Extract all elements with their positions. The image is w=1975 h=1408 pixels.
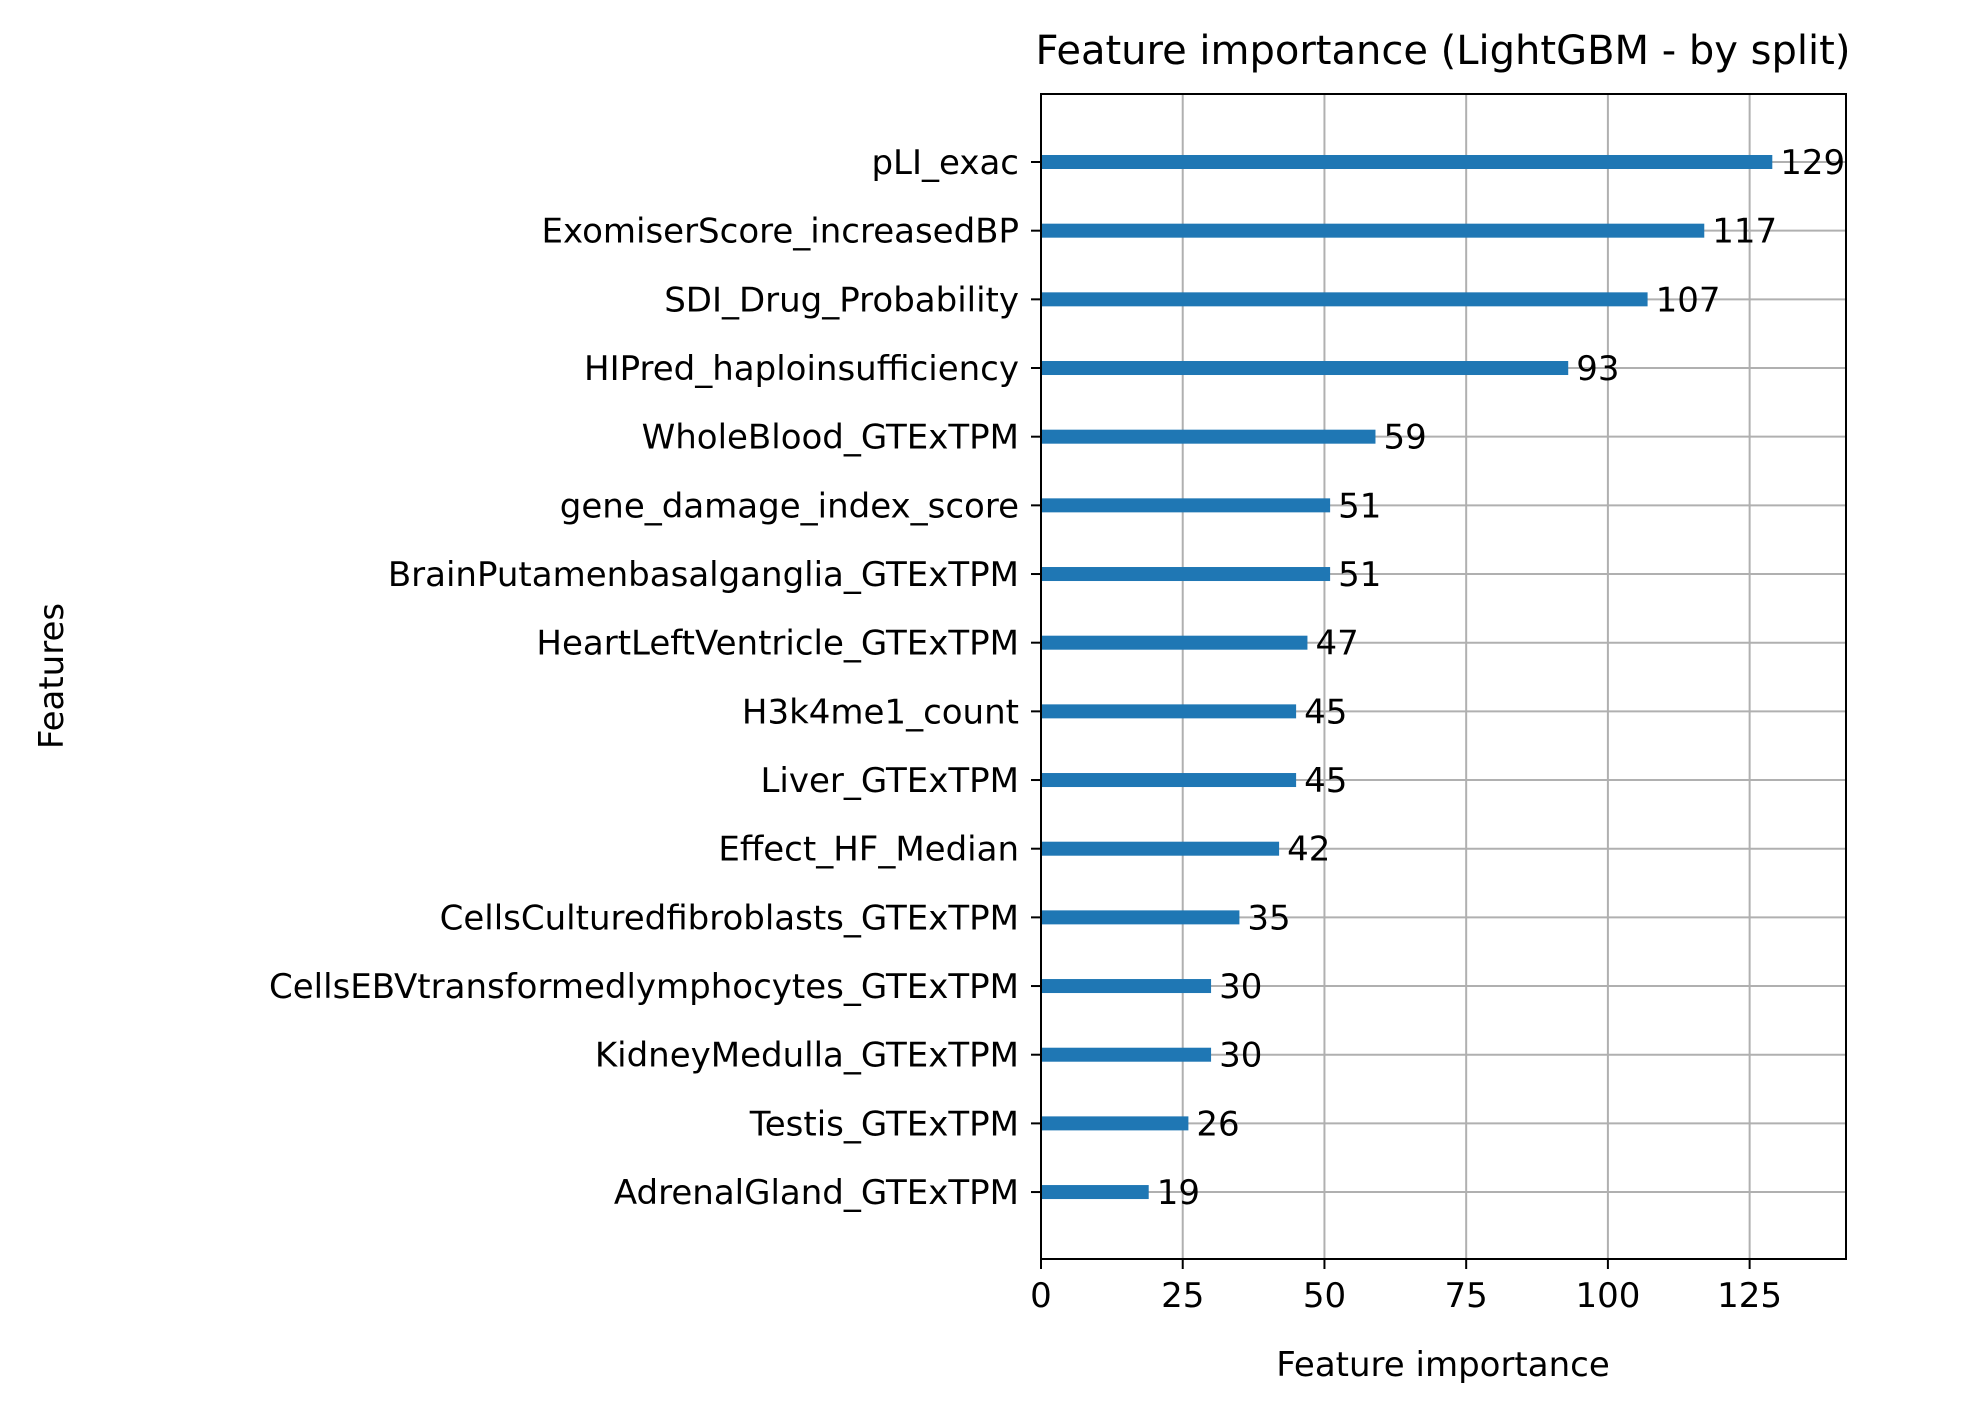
grid [1040, 94, 1846, 1259]
category-label: gene_damage_index_score [560, 486, 1019, 526]
category-label: Effect_HF_Median [718, 830, 1019, 870]
category-label: H3k4me1_count [742, 692, 1019, 732]
data-label: 19 [1157, 1173, 1200, 1213]
bar [1041, 841, 1280, 856]
bar [1041, 704, 1297, 719]
data-label: 51 [1338, 555, 1381, 595]
category-label: KidneyMedulla_GTExTPM [595, 1036, 1019, 1076]
ticks: 0 25 50 75 100 125 pLI_exac ExomiserScore_incre… [269, 143, 1782, 1316]
y-axis-label: Features [32, 603, 72, 749]
x-axis-label: Feature importance [1276, 1345, 1610, 1385]
category-label: CellsCulturedfibroblasts_GTExTPM [440, 898, 1019, 938]
data-label: 35 [1247, 898, 1290, 938]
data-label: 45 [1304, 692, 1347, 732]
x-tick-label: 75 [1445, 1276, 1488, 1316]
x-tick-label: 25 [1161, 1276, 1204, 1316]
bar [1041, 567, 1331, 582]
data-label: 45 [1304, 761, 1347, 801]
category-label: BrainPutamenbasalganglia_GTExTPM [388, 555, 1019, 595]
category-label: AdrenalGland_GTExTPM [614, 1173, 1019, 1213]
bar [1041, 773, 1297, 788]
data-label: 42 [1287, 830, 1330, 870]
x-tick-label: 125 [1717, 1276, 1782, 1316]
bar [1041, 498, 1331, 513]
bar [1041, 1116, 1189, 1131]
bar [1041, 910, 1240, 925]
data-label: 30 [1219, 1036, 1262, 1076]
chart-title: Feature importance (LightGBM - by split) [1036, 28, 1851, 74]
bars [1041, 155, 1773, 1200]
data-label: 26 [1196, 1104, 1239, 1144]
x-tick-label: 50 [1303, 1276, 1346, 1316]
category-label: Liver_GTExTPM [760, 761, 1019, 801]
category-label: ExomiserScore_increasedBP [542, 212, 1019, 252]
bar [1041, 1047, 1212, 1062]
plot-frame [1040, 93, 1847, 1260]
data-label: 59 [1383, 418, 1426, 458]
bar [1041, 1185, 1149, 1200]
x-tick-label: 100 [1575, 1276, 1640, 1316]
category-label: pLI_exac [871, 143, 1019, 183]
category-label: WholeBlood_GTExTPM [642, 418, 1019, 458]
category-label: HIPred_haploinsufficiency [584, 349, 1019, 389]
data-label: 107 [1656, 280, 1721, 320]
data-label: 30 [1219, 967, 1262, 1007]
category-label: HeartLeftVentricle_GTExTPM [536, 624, 1019, 664]
bar [1041, 979, 1212, 994]
bar [1041, 361, 1569, 376]
data-label: 51 [1338, 486, 1381, 526]
data-label: 129 [1780, 143, 1845, 183]
category-label: SDI_Drug_Probability [664, 280, 1019, 320]
bar [1041, 429, 1376, 444]
x-tick-label: 0 [1030, 1276, 1052, 1316]
data-label: 117 [1712, 212, 1777, 252]
data-label: 47 [1315, 624, 1358, 664]
bar [1041, 635, 1308, 650]
data-label: 93 [1576, 349, 1619, 389]
category-label: CellsEBVtransformedlymphocytes_GTExTPM [269, 967, 1019, 1007]
bar [1041, 223, 1705, 238]
category-label: Testis_GTExTPM [749, 1104, 1019, 1144]
bar [1041, 292, 1648, 307]
bar [1041, 155, 1773, 169]
